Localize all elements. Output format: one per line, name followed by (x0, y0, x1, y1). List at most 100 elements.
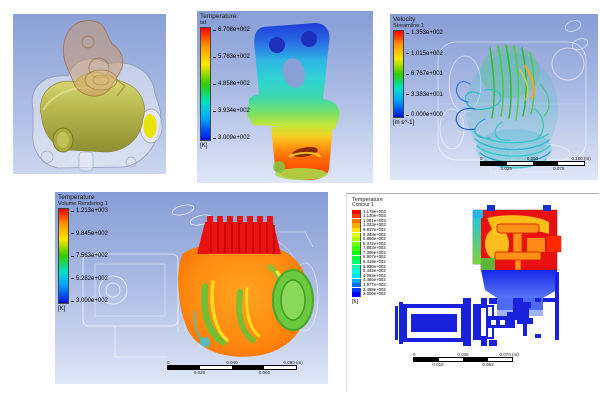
legend-value: 5.442e+002 (363, 268, 386, 274)
legend-value: 6.708e+002 (213, 27, 250, 33)
legend-value: 3.383e+001 (406, 92, 443, 98)
contour-legend-row: 7.883e+002 (352, 246, 386, 251)
panel-temperature-volume-rendering: Temperature Volume Rendering 1 1.213e+00… (55, 192, 328, 384)
contour-color-swatch (352, 209, 361, 214)
legend-value: 1.033e+003 (363, 222, 386, 228)
contour-color-swatch (352, 218, 361, 224)
contour-color-swatch (352, 274, 361, 279)
legend-labels: 6.708e+002 5.783e+002 4.858e+002 3.934e+… (213, 27, 250, 141)
legend-value: 9.845e+002 (71, 231, 108, 237)
legend-subtitle: Contour 1 (352, 202, 374, 208)
scale-ruler: 0 0.040 0.080 (m) 0.020 0.060 (167, 360, 303, 375)
contour-legend-row: 1.130e+003 (352, 214, 386, 219)
temperature-part-render (247, 23, 340, 181)
contour-color-swatch (352, 246, 361, 251)
contour-legend-row: 5.442e+002 (352, 269, 386, 274)
contour-color-swatch (352, 292, 361, 297)
legend-title: Velocity (393, 16, 416, 23)
legend-value: 5.783e+002 (213, 54, 250, 60)
contour-color-swatch (352, 237, 361, 242)
legend-value: 3.000e+002 (363, 291, 386, 297)
contour-legend-row: 8.860e+002 (352, 237, 386, 242)
ruler-label: 0.060 (258, 370, 271, 375)
temperature-colorbar (58, 208, 69, 304)
legend-value: 5.930e+002 (363, 263, 386, 269)
legend-value: 5.282e+002 (71, 276, 108, 282)
contour-legend-row: 6.907e+002 (352, 255, 386, 260)
contour-color-swatch (352, 214, 361, 219)
scale-ruler: 0 0.050 0.100 (m) 0.025 0.075 (480, 156, 591, 171)
contour-color-swatch (352, 223, 361, 228)
legend-labels: 1.353e+002 1.015e+002 6.767e+001 3.383e+… (406, 30, 443, 118)
legend-value: 9.348e+002 (363, 231, 386, 237)
ruler-label: 0.020 (193, 370, 206, 375)
ruler-label: 0 (167, 360, 170, 365)
legend-value: 9.837e+002 (363, 226, 386, 232)
contour-color-swatch (352, 287, 361, 292)
legend-title: Temperature (352, 197, 383, 203)
ruler-label: 0.035 (457, 352, 469, 357)
legend-value: 4.858e+002 (213, 81, 250, 87)
contour-color-swatch (352, 251, 361, 256)
legend-value: 3.488e+002 (363, 286, 386, 292)
ruler-label: 0.070 (m) (499, 352, 519, 357)
legend-subtitle: Streamline 1 (393, 23, 424, 29)
velocity-colorbar (393, 30, 404, 118)
legend-labels: 1.213e+003 9.845e+002 7.563e+002 5.282e+… (71, 208, 108, 304)
legend-value: 3.934e+002 (213, 108, 250, 114)
contour-color-swatch (352, 264, 361, 270)
legend-value: 6.907e+002 (363, 254, 386, 260)
legend-value: 3.009e+002 (213, 135, 250, 141)
legend-value: 1.179e+003 (363, 208, 386, 214)
contour-legend-row: 9.348e+002 (352, 232, 386, 237)
legend-value: 1.015e+002 (406, 51, 443, 57)
panel-temperature-contour: Temperature tat 6.708e+002 5.783e+002 4.… (197, 11, 373, 183)
contour-color-swatch (352, 269, 361, 274)
legend-subtitle: tat (200, 20, 207, 26)
legend-value: 4.953e+002 (363, 272, 386, 278)
ruler-label: 0.025 (500, 166, 512, 171)
legend-subtitle: Volume Rendering 1 (58, 201, 108, 207)
panel-cad-model (13, 14, 166, 174)
contour-legend-row: 4.953e+002 (352, 272, 386, 279)
legend-value: 1.081e+003 (363, 217, 386, 223)
legend-value: 0.000e+000 (406, 112, 443, 118)
legend-unit: [K] (352, 298, 359, 305)
contour-legend-row: 1.179e+003 (352, 208, 386, 215)
contour-color-swatch (352, 232, 361, 237)
contour-legend-row: 3.977e+002 (352, 283, 386, 288)
panel-temperature-contour-2d: Temperature Contour 1 1.179e+003 1.130e+0… (346, 193, 599, 391)
ruler-label: 0.040 (226, 360, 238, 365)
legend-value: 3.977e+002 (363, 282, 386, 288)
ruler-label: 0.075 (553, 166, 565, 171)
temperature-colorbar (200, 27, 211, 141)
ruler-label: 0.080 (m) (283, 360, 303, 365)
legend-unit: [m s^-1] (393, 120, 415, 126)
contour-color-swatch (352, 260, 361, 265)
legend-value: 1.213e+003 (71, 208, 108, 214)
legend-value: 8.860e+002 (363, 236, 386, 242)
contour-legend-row: 1.033e+003 (352, 223, 386, 228)
volume-rendering-legend: Temperature Volume Rendering 1 1.213e+00… (58, 194, 108, 312)
contour-color-swatch (352, 278, 361, 283)
legend-value: 3.000e+002 (71, 298, 108, 304)
contour-2d-render (395, 205, 562, 346)
legend-value: 1.353e+002 (406, 30, 443, 36)
velocity-legend: Velocity Streamline 1 1.353e+002 1.015e+… (393, 16, 443, 126)
contour-legend-row: 3.000e+002 (352, 292, 386, 297)
legend-unit: [K] (58, 306, 66, 312)
legend-value: 1.130e+003 (363, 213, 386, 219)
contour-color-swatch (352, 241, 361, 247)
legend-value: 6.418e+002 (363, 259, 386, 265)
ruler-label: 0.100 (m) (571, 156, 591, 161)
ruler-label: 0.018 (432, 362, 444, 367)
contour-legend-row: 6.418e+002 (352, 260, 386, 265)
contour-color-swatch (352, 283, 361, 288)
contour-legend-row: 8.372e+002 (352, 241, 386, 247)
legend-value: 7.883e+002 (363, 245, 386, 251)
legend-value: 7.563e+002 (71, 253, 108, 259)
cad-model-render (31, 20, 163, 172)
volume-rendering-render (82, 204, 319, 358)
ruler-label: 0.050 (526, 156, 539, 161)
streamline-render (437, 20, 589, 173)
